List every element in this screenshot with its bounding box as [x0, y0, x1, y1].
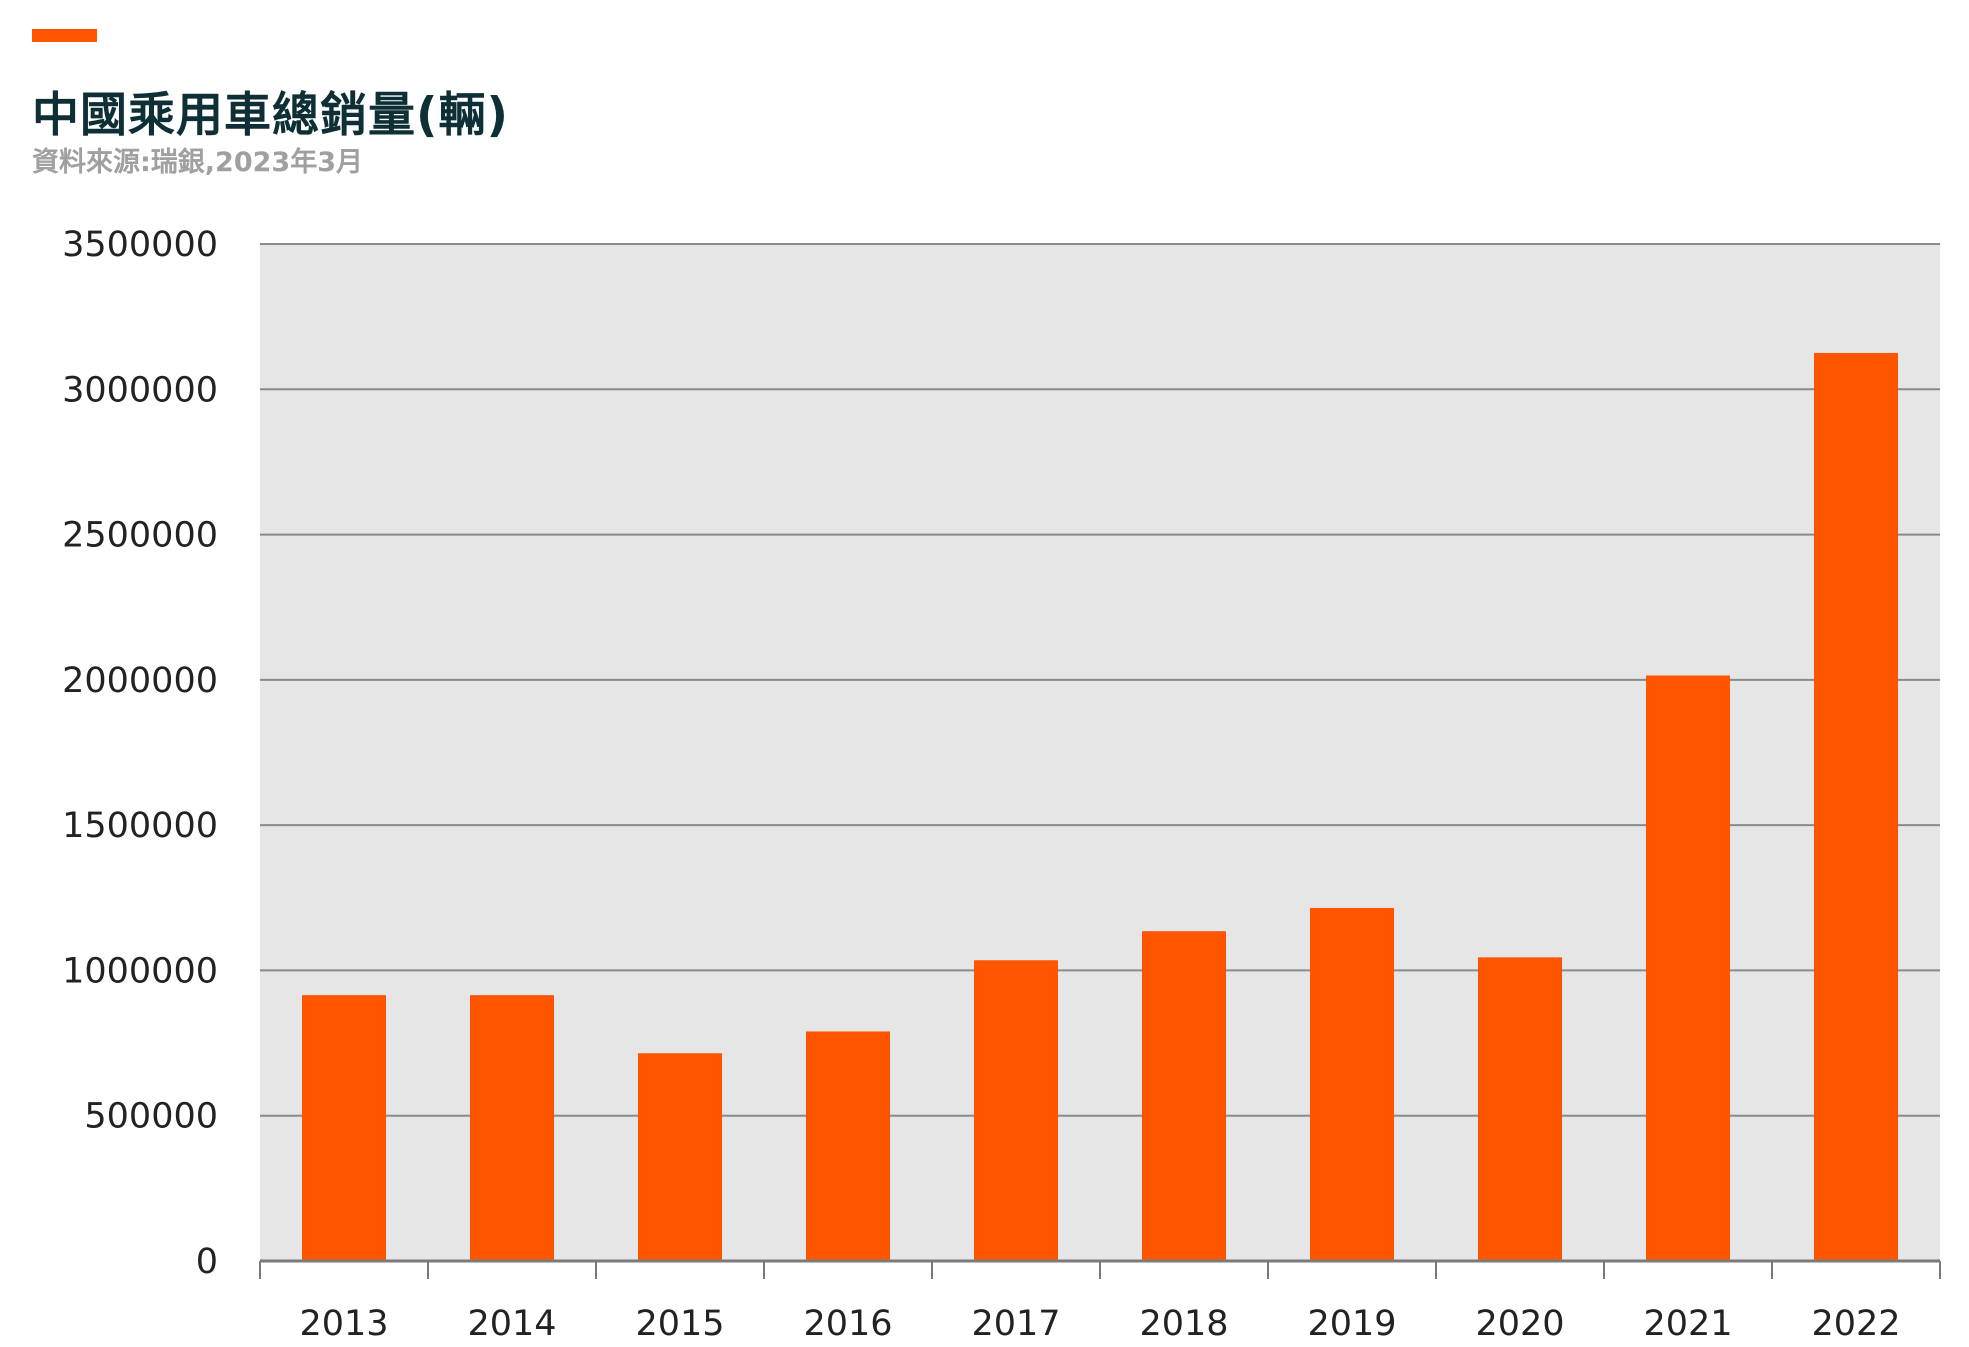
bar-2019: [1310, 907, 1394, 1261]
y-tick-label: 1500000: [62, 806, 218, 846]
bar-2013: [302, 995, 386, 1261]
bar-2018: [1142, 931, 1226, 1261]
y-axis-labels: 3500000 3000000 2500000 2000000 1500000 10000…: [62, 225, 218, 1282]
x-axis: [259, 1259, 1941, 1279]
x-tick-label: 2022: [1811, 1304, 1900, 1344]
bar-2014: [470, 995, 554, 1261]
bar-2015: [638, 1053, 722, 1261]
bar-2017: [974, 960, 1058, 1261]
x-tick-label: 2018: [1139, 1304, 1228, 1344]
x-tick-label: 2016: [803, 1304, 892, 1344]
y-tick-label: 3500000: [62, 225, 218, 265]
x-tick-label: 2021: [1643, 1304, 1732, 1344]
y-tick-label: 3000000: [62, 370, 218, 410]
bars: [302, 352, 1898, 1261]
y-tick-label: 1000000: [62, 951, 218, 991]
y-tick-label: 0: [196, 1242, 218, 1282]
y-tick-label: 2500000: [62, 516, 218, 556]
x-tick-label: 2013: [299, 1304, 388, 1344]
accent-bar: [32, 29, 97, 42]
x-axis-labels: 2013 2014 2015 2016 2017 2018 2019 2020 2021 2022: [299, 1304, 1900, 1344]
chart-title: 中國乘用車總銷量(輛): [32, 88, 509, 143]
bar-2016: [806, 1031, 890, 1261]
x-tick-label: 2019: [1307, 1304, 1396, 1344]
y-tick-label: 500000: [84, 1097, 218, 1137]
x-tick-label: 2014: [467, 1304, 556, 1344]
bar-2020: [1478, 957, 1562, 1261]
x-tick-label: 2015: [635, 1304, 724, 1344]
source-note: 資料來源:瑞銀,2023年3月: [32, 147, 363, 178]
bar-2022: [1814, 352, 1898, 1261]
bar-2021: [1646, 675, 1730, 1261]
x-tick-label: 2017: [971, 1304, 1060, 1344]
y-tick-label: 2000000: [62, 661, 218, 701]
x-tick-label: 2020: [1475, 1304, 1564, 1344]
